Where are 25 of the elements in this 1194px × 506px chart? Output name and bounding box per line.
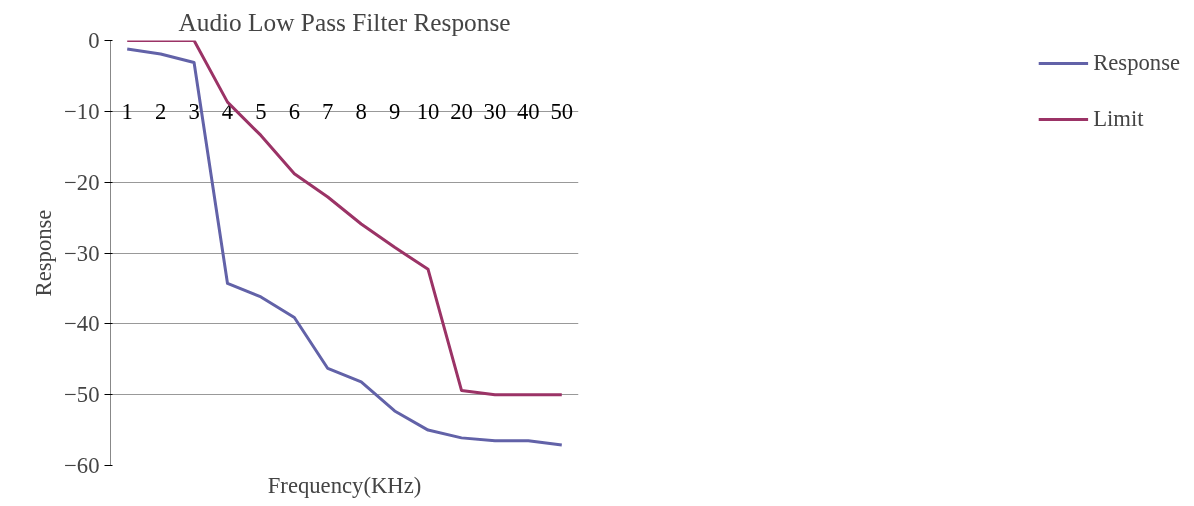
x-tick-label: 10 bbox=[416, 98, 440, 124]
y-tick-label: −30 bbox=[64, 240, 100, 266]
x-tick-label: 8 bbox=[355, 98, 367, 124]
y-tick-label: 0 bbox=[88, 28, 100, 53]
x-tick-label: 1 bbox=[121, 98, 133, 124]
x-tick-label: 50 bbox=[550, 98, 574, 124]
legend-label: Limit bbox=[1093, 106, 1144, 132]
x-tick-label: 7 bbox=[322, 98, 334, 124]
y-tick-label: −50 bbox=[64, 382, 100, 408]
x-tick-label: 6 bbox=[288, 98, 301, 124]
x-tick-label: 30 bbox=[483, 98, 507, 124]
y-axis-title: Response bbox=[31, 209, 57, 297]
y-tick-label: −40 bbox=[64, 311, 100, 337]
x-tick-label: 3 bbox=[188, 98, 200, 124]
x-tick-label: 20 bbox=[450, 98, 473, 124]
x-tick-label: 5 bbox=[255, 98, 267, 124]
x-tick-label: 9 bbox=[388, 98, 401, 124]
y-tick-label: −20 bbox=[64, 169, 100, 195]
x-tick-label: 2 bbox=[154, 98, 167, 124]
y-tick-label: −60 bbox=[64, 453, 100, 478]
x-tick-label: 40 bbox=[517, 98, 540, 124]
chart-title: Audio Low Pass Filter Response bbox=[178, 7, 511, 36]
x-axis-title: Frequency(KHz) bbox=[267, 472, 422, 498]
legend-label: Response bbox=[1093, 50, 1180, 76]
y-tick-label: −10 bbox=[64, 98, 100, 124]
